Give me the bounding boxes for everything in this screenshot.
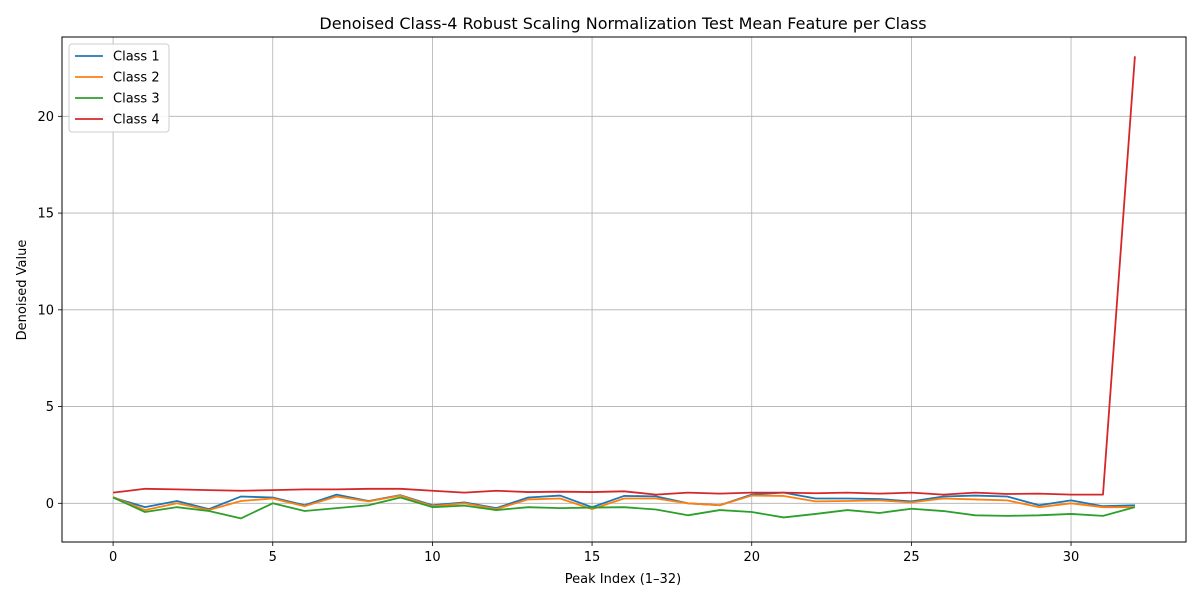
x-tick-label: 20 bbox=[743, 550, 760, 565]
series-line-class-1 bbox=[112, 491, 1135, 511]
y-tick-label: 0 bbox=[46, 497, 54, 512]
legend-box bbox=[68, 43, 170, 133]
plot-area-frame bbox=[61, 36, 1187, 543]
legend-entry-label: Class 1 bbox=[113, 50, 160, 65]
y-axis-ticks: 0 5 10 15 20 bbox=[37, 110, 62, 512]
y-tick-label: 15 bbox=[37, 207, 54, 222]
y-tick-label: 10 bbox=[37, 303, 54, 318]
x-tick-label: 15 bbox=[584, 550, 601, 565]
x-axis-label: Peak Index (1–32) bbox=[565, 572, 681, 587]
x-tick-label: 5 bbox=[269, 550, 277, 565]
legend: Class 1 Class 2 Class 3 Class 4 bbox=[68, 43, 170, 133]
y-tick-label: 5 bbox=[46, 400, 54, 415]
y-tick-label: 20 bbox=[37, 110, 54, 125]
legend-entry-label: Class 4 bbox=[113, 113, 160, 128]
series-line-class-3 bbox=[112, 496, 1136, 520]
x-axis-ticks: 0 5 10 15 20 25 30 bbox=[109, 542, 1079, 565]
series-line-class-2 bbox=[112, 494, 1135, 511]
x-tick-label: 25 bbox=[903, 550, 920, 565]
grid-lines bbox=[62, 37, 1186, 542]
series-line-class-4 bbox=[112, 56, 1136, 496]
chart-title: Denoised Class-4 Robust Scaling Normaliz… bbox=[319, 14, 926, 33]
series-lines bbox=[112, 56, 1136, 520]
x-tick-label: 0 bbox=[109, 550, 117, 565]
y-axis-label: Denoised Value bbox=[15, 240, 30, 341]
legend-entry-label: Class 3 bbox=[113, 92, 160, 107]
x-tick-label: 30 bbox=[1063, 550, 1080, 565]
legend-entry-label: Class 2 bbox=[113, 71, 160, 86]
x-tick-label: 10 bbox=[424, 550, 441, 565]
